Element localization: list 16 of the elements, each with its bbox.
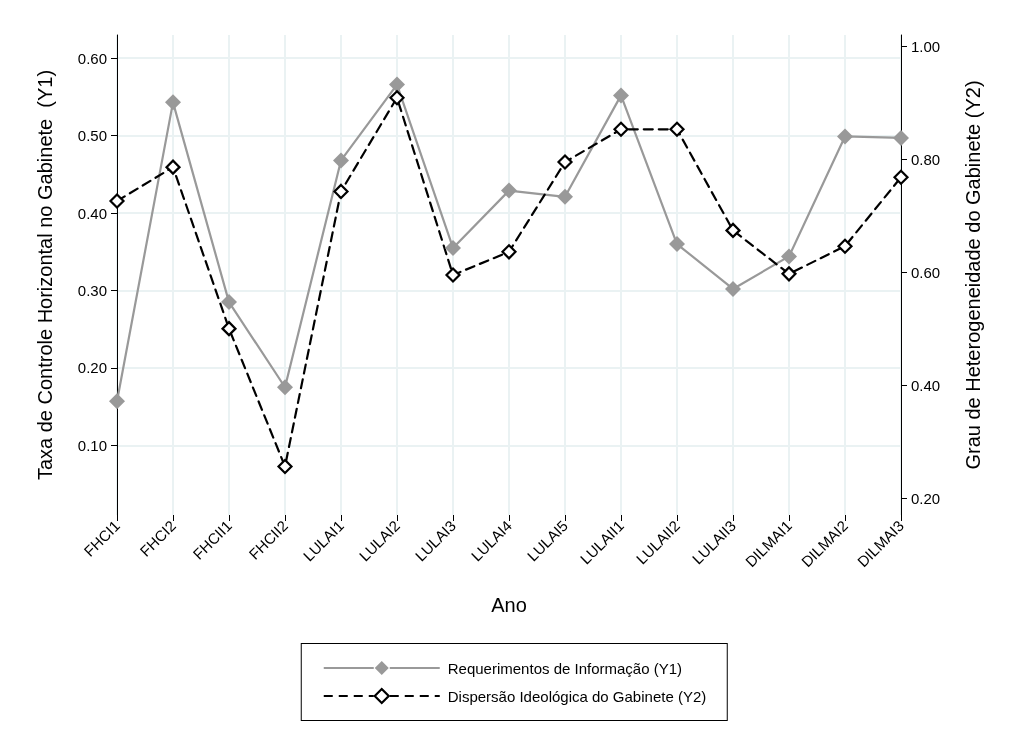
y2-axis-title: Grau de Heterogeneidade do Gabinete (Y2) bbox=[962, 80, 984, 470]
legend-label: Requerimentos de Informação (Y1) bbox=[447, 659, 683, 677]
legend-label: Dispersão Ideológica do Gabinete (Y2) bbox=[447, 687, 707, 705]
y2-tick-label: 0.20 bbox=[911, 489, 941, 507]
y-tick-label: 0.30 bbox=[77, 281, 107, 299]
y-tick-label: 0.60 bbox=[77, 49, 107, 67]
y-tick-label: 0.10 bbox=[77, 436, 107, 454]
y-axis-title: Taxa de Controle Horizontal no Gabinete (Y1) bbox=[34, 69, 56, 481]
y-tick-label: 0.20 bbox=[77, 359, 107, 377]
y2-tick-label: 0.60 bbox=[911, 263, 941, 281]
y2-tick-label: 1.00 bbox=[911, 37, 941, 55]
y-tick-label: 0.50 bbox=[77, 127, 107, 145]
y-tick-label: 0.40 bbox=[77, 204, 107, 222]
y2-tick-label: 0.40 bbox=[911, 376, 941, 394]
y2-tick-label: 0.80 bbox=[911, 150, 941, 168]
x-axis-title: Ano bbox=[491, 594, 527, 616]
